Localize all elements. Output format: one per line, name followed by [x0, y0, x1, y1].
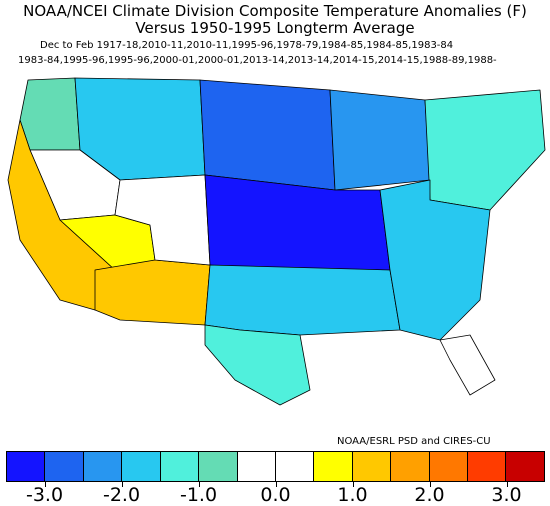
region-southeast: [379, 179, 491, 341]
legend-tick: [275, 481, 277, 487]
data-credit: NOAA/ESRL PSD and CIRES-CU: [337, 436, 491, 447]
legend-tick-label: 2.0: [414, 484, 445, 506]
legend-swatch: [199, 452, 238, 481]
region-texas: [204, 324, 311, 406]
legend-tick-label: 1.0: [337, 484, 368, 506]
legend-swatch: [506, 452, 544, 481]
legend-swatch: [429, 452, 469, 481]
legend-tick: [44, 481, 46, 487]
legend-swatch: [352, 452, 392, 481]
legend-swatch: [391, 452, 430, 481]
region-pacific-northwest: [19, 77, 81, 151]
legend-tick-label: -3.0: [25, 484, 64, 506]
legend-swatch: [7, 452, 46, 481]
legend-tick-label: 0.0: [260, 484, 291, 506]
legend-tick: [352, 481, 354, 487]
composite-years-line-2: 1983-84,1995-96,1995-96,2000-01,2000-01,…: [18, 55, 497, 66]
region-arizona: [94, 259, 211, 326]
region-northern-plains: [199, 79, 336, 191]
region-great-lakes: [329, 89, 431, 191]
region-florida: [439, 334, 496, 396]
legend-tick-label: -1.0: [179, 484, 218, 506]
region-northeast: [424, 89, 546, 211]
legend-swatch: [468, 452, 507, 481]
region-south-central: [204, 264, 401, 336]
legend-swatch: [45, 452, 84, 481]
legend-swatch: [160, 452, 200, 481]
region-midwest: [204, 174, 391, 276]
legend-tick: [429, 481, 431, 487]
legend-tick: [198, 481, 200, 487]
map-subtitle: Versus 1950-1995 Longterm Average: [135, 19, 415, 37]
legend-swatch: [122, 452, 161, 481]
legend-swatch: [237, 452, 276, 481]
color-scale-legend: [6, 451, 545, 482]
legend-tick: [121, 481, 123, 487]
legend-tick: [506, 481, 508, 487]
legend-swatch: [83, 452, 123, 481]
composite-years-line-1: Dec to Feb 1917-18,2010-11,2010-11,1995-…: [40, 40, 454, 51]
legend-swatch: [314, 452, 353, 481]
us-temperature-anomaly-map: [7, 77, 546, 406]
map-title: NOAA/NCEI Climate Division Composite Tem…: [23, 2, 527, 20]
legend-swatch: [275, 452, 315, 481]
legend-tick-label: 3.0: [491, 484, 522, 506]
legend-tick-label: -2.0: [102, 484, 141, 506]
